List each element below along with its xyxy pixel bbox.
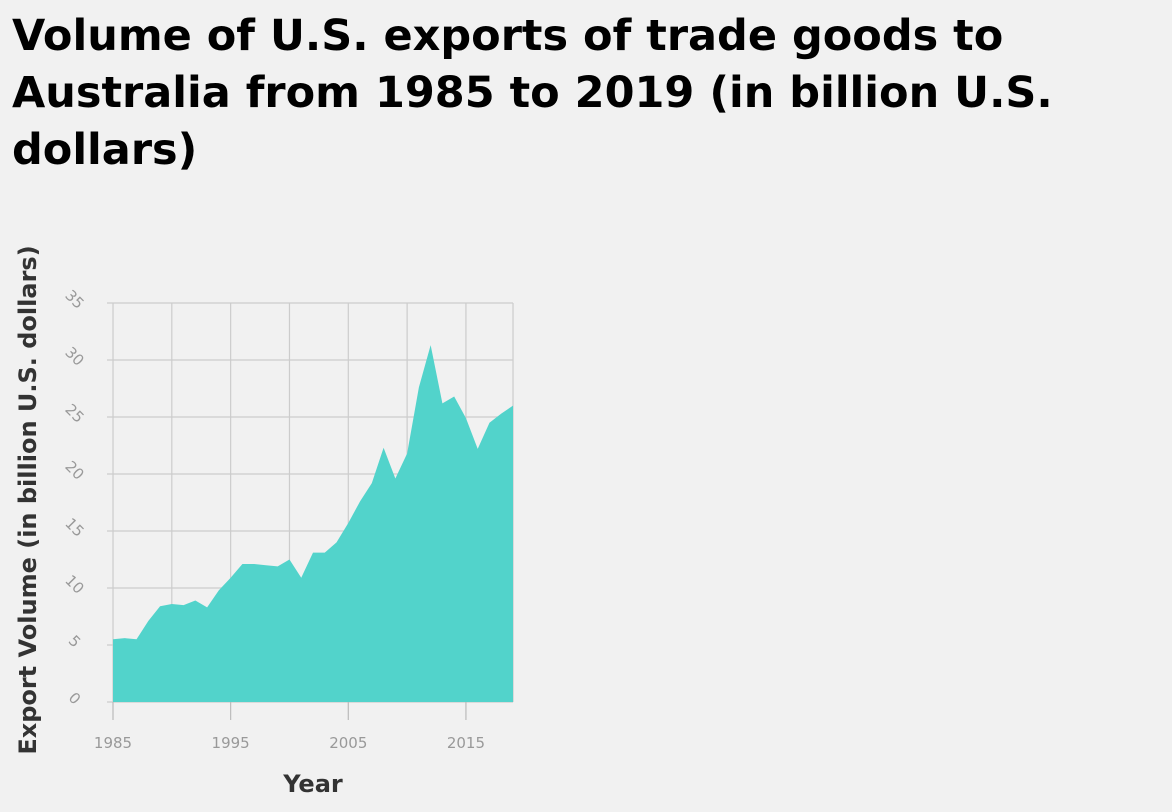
y-tick-label: 5: [65, 632, 84, 651]
x-tick-label: 1995: [212, 734, 250, 752]
y-tick-label: 35: [61, 286, 87, 312]
y-tick-label: 10: [61, 571, 87, 597]
x-tick-label: 2015: [447, 734, 485, 752]
y-axis-label: Export Volume (in billion U.S. dollars): [14, 245, 42, 754]
x-tick-label: 1985: [94, 734, 132, 752]
x-axis-label: Year: [282, 770, 343, 798]
y-tick-label: 30: [61, 343, 87, 369]
x-tick-label: 2005: [329, 734, 367, 752]
y-tick-label: 25: [61, 400, 87, 426]
area-series: [113, 345, 513, 702]
y-tick-label: 0: [65, 689, 84, 708]
chart-title: Volume of U.S. exports of trade goods to…: [12, 11, 1053, 175]
plot-area: [113, 345, 513, 702]
y-tick-label: 15: [61, 514, 87, 540]
y-tick-label: 20: [61, 457, 87, 483]
